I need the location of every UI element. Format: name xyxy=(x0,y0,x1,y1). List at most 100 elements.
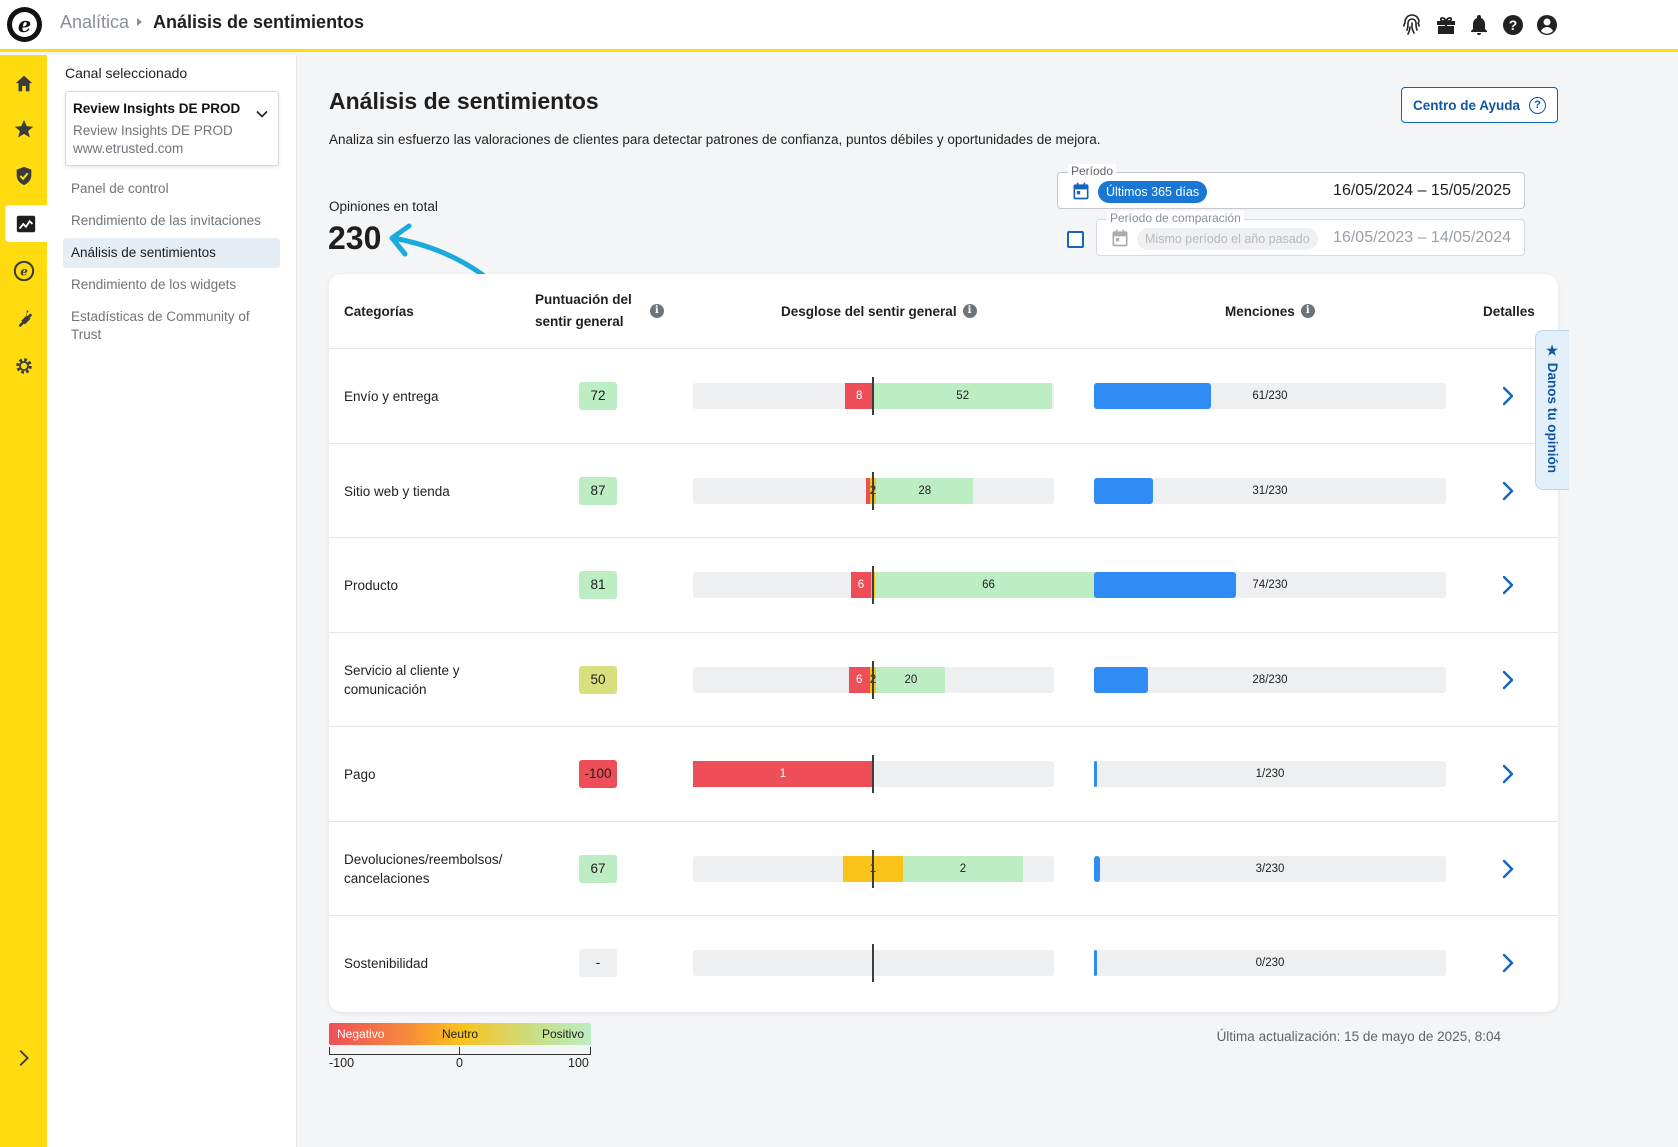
header-breakdown-label: Desglose del sentir general xyxy=(781,303,957,319)
settings-gear-icon[interactable] xyxy=(5,347,42,384)
analytics-icon[interactable] xyxy=(5,205,47,242)
sidebar-item-sentiment[interactable]: Análisis de sentimientos xyxy=(63,238,280,268)
chevron-right-icon[interactable] xyxy=(1497,480,1519,502)
chevron-right-icon[interactable] xyxy=(1497,574,1519,596)
positive-segment: 28 xyxy=(876,477,974,504)
calendar-icon xyxy=(1112,229,1128,247)
help-center-button[interactable]: Centro de Ayuda ? xyxy=(1401,87,1558,123)
mentions-count: 0/230 xyxy=(1255,957,1285,969)
comparison-period-selector[interactable]: Período de comparación Mismo período el … xyxy=(1096,211,1525,256)
table-row[interactable]: Sostenibilidad - 0/230 xyxy=(329,915,1558,1010)
sentiment-score-badge: 87 xyxy=(579,476,617,505)
table-row[interactable]: Envío y entrega 72 8 52 61/230 xyxy=(329,348,1558,443)
category-name: Sostenibilidad xyxy=(344,956,429,971)
mentions-count: 3/230 xyxy=(1255,862,1285,875)
comparison-range: 16/05/2023 – 14/05/2024 xyxy=(1333,229,1511,246)
svg-text:?: ? xyxy=(1509,17,1518,33)
plug-icon[interactable] xyxy=(5,299,42,336)
mentions-fill xyxy=(1094,761,1097,787)
category-name: Pago xyxy=(344,767,376,782)
channel-selector[interactable]: Review Insights DE PROD Review Insights … xyxy=(65,91,279,166)
mentions-bar: 0/230 xyxy=(1094,950,1446,976)
positive-segment: 66 xyxy=(874,572,1103,598)
comparison-chip: Mismo período el año pasado xyxy=(1137,228,1318,250)
etrusted-logo[interactable]: e xyxy=(7,7,42,42)
header-mentions: Menciones i xyxy=(1225,274,1315,348)
mentions-count: 31/230 xyxy=(1252,484,1288,497)
mentions-count: 1/230 xyxy=(1255,768,1285,780)
channel-name: Review Insights DE PROD xyxy=(73,101,241,116)
mentions-bar: 61/230 xyxy=(1094,383,1446,409)
header-mentions-label: Menciones xyxy=(1225,303,1295,319)
info-icon[interactable]: i xyxy=(962,304,977,318)
etrusted-coin-icon[interactable]: e xyxy=(5,252,42,289)
mentions-bar: 31/230 xyxy=(1094,477,1446,504)
header-score-line2: sentir general xyxy=(535,314,624,329)
feedback-tab[interactable]: ★ Danos tu opinión xyxy=(1535,330,1569,490)
sentiment-score-badge: 50 xyxy=(579,665,617,694)
table-row[interactable]: Producto 81 6 66 74/230 xyxy=(329,537,1558,632)
last-updated: Última actualización: 15 de mayo de 2025… xyxy=(1216,1029,1501,1044)
negative-segment: 6 xyxy=(850,572,872,598)
zero-line xyxy=(872,471,874,510)
side-nav: Canal seleccionado Review Insights DE PR… xyxy=(47,55,297,1147)
help-icon[interactable]: ? xyxy=(1501,13,1525,37)
negative-segment: 6 xyxy=(848,666,870,693)
table-row[interactable]: Servicio al cliente y comunicación 50 6220… xyxy=(329,631,1558,727)
zero-line xyxy=(872,660,874,699)
sentiment-breakdown-bar: 8 52 xyxy=(693,377,1054,415)
breadcrumb-parent[interactable]: Analítica xyxy=(60,12,130,32)
positive-segment: 2 xyxy=(903,855,1023,882)
comparison-checkbox[interactable] xyxy=(1067,231,1084,248)
mentions-bar: 3/230 xyxy=(1094,855,1446,882)
sidebar-item-widgets[interactable]: Rendimiento de los widgets xyxy=(71,277,237,292)
fingerprint-icon[interactable] xyxy=(1400,13,1424,37)
table-row[interactable]: Pago -100 1 1/230 xyxy=(329,726,1558,821)
legend-negative: Negativo xyxy=(337,1027,385,1041)
mentions-count: 61/230 xyxy=(1252,390,1288,402)
chevron-right-icon[interactable] xyxy=(1497,669,1519,691)
chevron-right-icon[interactable] xyxy=(1497,858,1519,880)
mentions-fill xyxy=(1094,855,1100,882)
info-icon[interactable]: i xyxy=(649,304,664,318)
header-score-line1: Puntuación del xyxy=(535,292,632,307)
chevron-right-icon[interactable] xyxy=(1497,385,1519,407)
mentions-fill xyxy=(1094,950,1097,976)
period-selector[interactable]: Período Últimos 365 días 16/05/2024 – 15… xyxy=(1057,164,1525,209)
sentiment-score-badge: 72 xyxy=(579,382,617,410)
home-icon[interactable] xyxy=(5,65,42,102)
shield-check-icon[interactable] xyxy=(5,157,42,194)
legend-axis xyxy=(329,1047,591,1055)
sentiment-breakdown-bar: 1 xyxy=(693,755,1054,793)
sentiment-breakdown-bar xyxy=(693,944,1054,982)
sidebar-item-community[interactable]: Estadísticas de Community of Trust xyxy=(71,309,250,342)
sidebar-item-invitations[interactable]: Rendimiento de las invitaciones xyxy=(71,213,261,228)
negative-segment: 8 xyxy=(845,383,873,409)
legend-axis-mid-tick xyxy=(459,1047,460,1055)
period-chip[interactable]: Últimos 365 días xyxy=(1098,181,1208,203)
chevron-right-icon[interactable] xyxy=(1497,952,1519,974)
account-icon[interactable] xyxy=(1535,13,1559,37)
category-name: Servicio al cliente y comunicación xyxy=(344,663,460,697)
info-icon[interactable]: i xyxy=(1300,304,1315,318)
feedback-tab-label: ★ Danos tu opinión xyxy=(1545,343,1560,473)
legend-min: -100 xyxy=(329,1056,355,1070)
expand-chevron-icon[interactable] xyxy=(12,1047,34,1069)
channel-url: www.etrusted.com xyxy=(73,141,184,156)
gift-icon[interactable] xyxy=(1434,13,1458,37)
negative-segment: 1 xyxy=(693,761,873,787)
category-name: Sitio web y tienda xyxy=(344,483,450,499)
top-bar: e Analítica Análisis de sentimientos ? xyxy=(0,0,1678,52)
star-icon[interactable] xyxy=(5,110,42,147)
table-row[interactable]: Sitio web y tienda 87 228 31/230 xyxy=(329,442,1558,538)
chevron-right-icon[interactable] xyxy=(1497,763,1519,785)
sentiment-score-badge: - xyxy=(579,949,617,977)
header-breakdown: Desglose del sentir general i xyxy=(781,274,977,348)
table-row[interactable]: Devoluciones/reembolsos/ cancelaciones 67… xyxy=(329,820,1558,916)
comparison-label: Período de comparación xyxy=(1107,211,1244,225)
mentions-count: 28/230 xyxy=(1252,673,1288,686)
bell-icon[interactable] xyxy=(1467,13,1491,37)
page-description: Analiza sin esfuerzo las valoraciones de… xyxy=(329,132,1101,147)
total-reviews-label: Opiniones en total xyxy=(329,199,438,214)
sidebar-item-dashboard[interactable]: Panel de control xyxy=(71,181,169,196)
